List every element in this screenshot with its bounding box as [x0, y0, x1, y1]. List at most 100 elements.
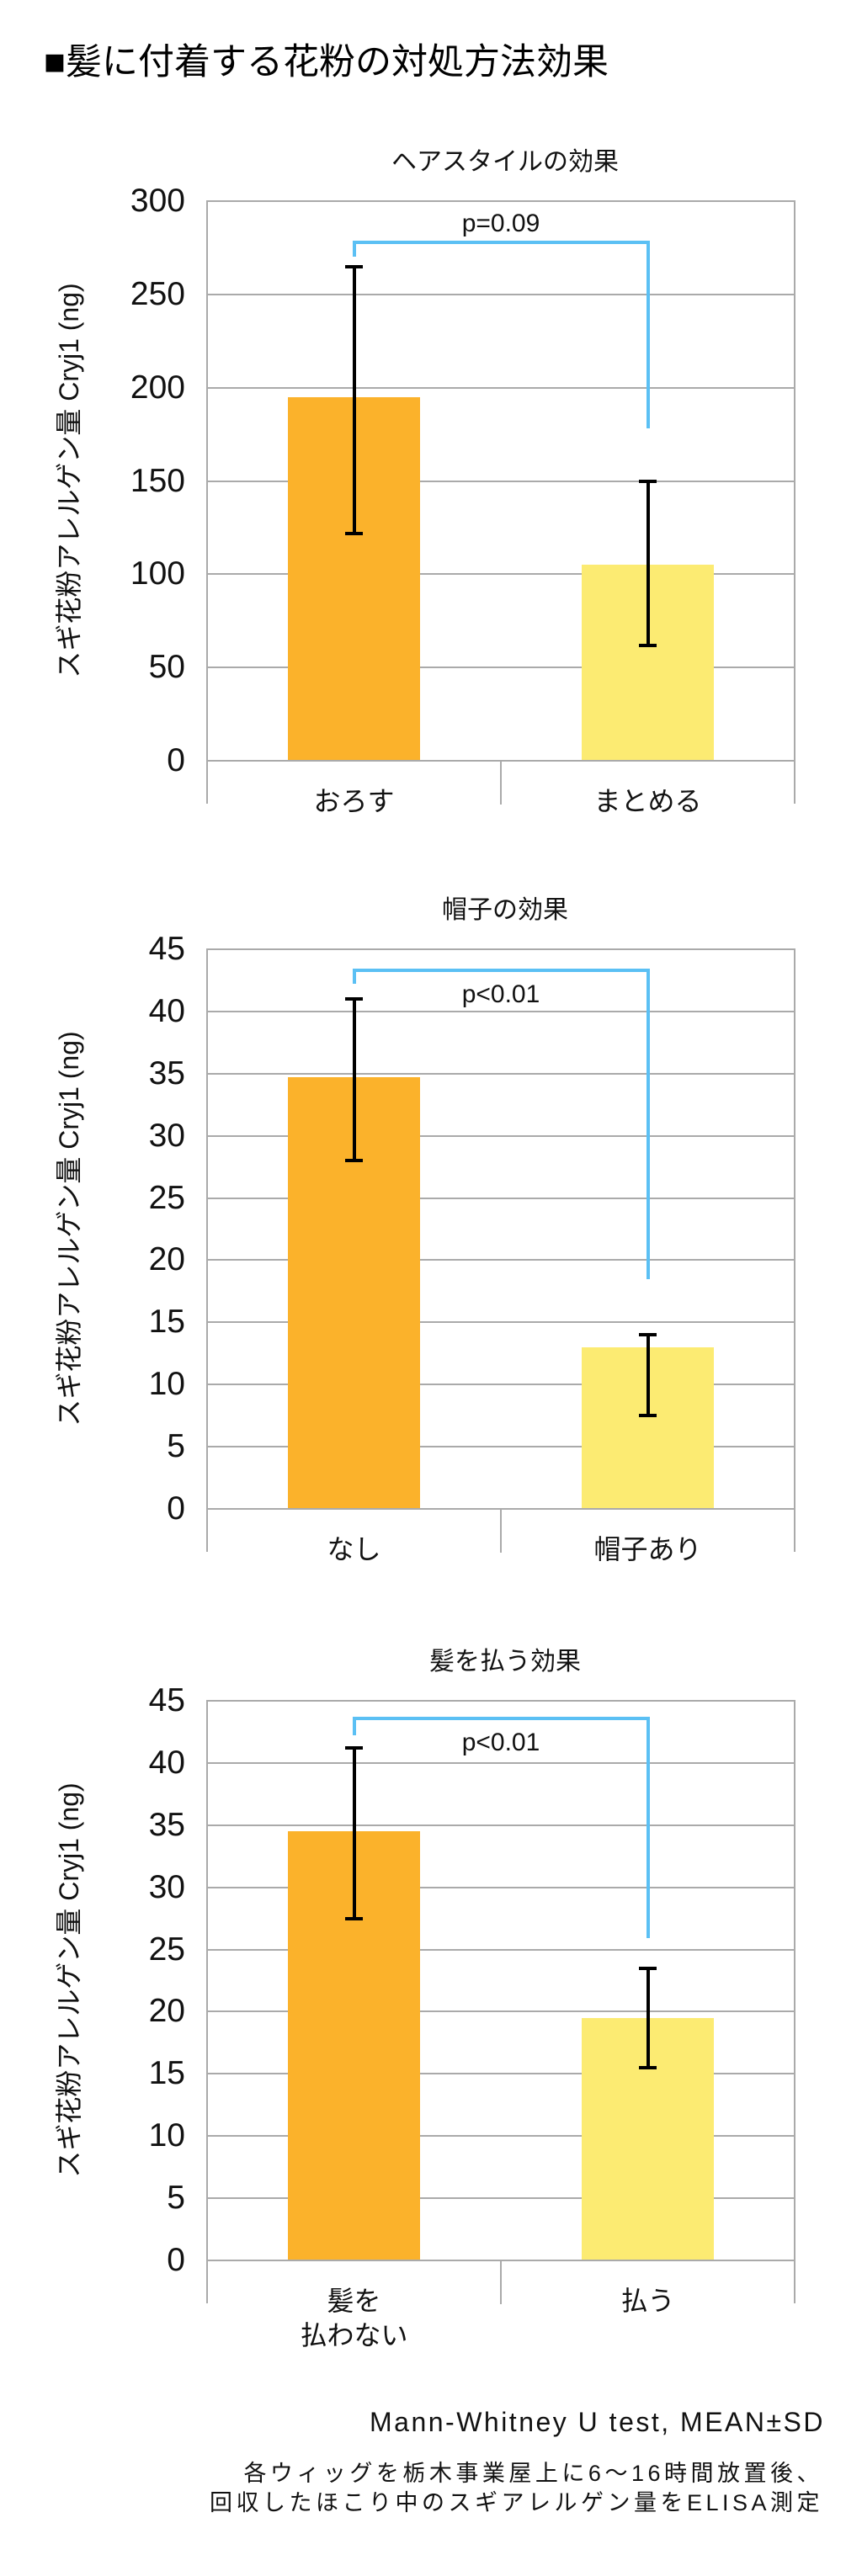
- gridline: [207, 1197, 795, 1199]
- chart-hairstyle-effect: ヘアスタイルの効果 スギ花粉アレルゲン量 Cryj1 (ng) おろす まとめる…: [0, 148, 862, 816]
- y-tick-label: 0: [167, 2242, 185, 2278]
- significance-bracket-left-leg: [352, 1716, 356, 1736]
- gridline: [207, 2135, 795, 2138]
- y-tick-label: 15: [148, 1304, 185, 1341]
- error-bar: [646, 481, 650, 645]
- method-note-line: 回収したほこり中のスギアレルゲン量をELISA測定: [209, 2490, 823, 2515]
- chart-title: ヘアスタイルの効果: [391, 148, 619, 176]
- x-tick: [500, 2260, 502, 2304]
- significance-bracket: [352, 240, 650, 244]
- plot-area: [207, 948, 795, 1510]
- error-bar-cap: [345, 997, 363, 1001]
- x-tick: [500, 1509, 502, 1553]
- y-axis-line: [206, 1700, 208, 2303]
- y-tick-label: 0: [167, 1490, 185, 1527]
- gridline: [207, 480, 795, 482]
- error-bar: [646, 1968, 650, 2068]
- error-bar-cap: [345, 1159, 363, 1163]
- y-tick-label: 10: [148, 1366, 185, 1403]
- page-title: ■髪に付着する花粉の対処方法効果: [44, 42, 609, 82]
- error-bar-cap: [639, 479, 657, 483]
- error-bar: [352, 266, 356, 534]
- gridline: [207, 1446, 795, 1448]
- plot-right-border: [794, 948, 795, 1552]
- error-bar-cap: [639, 2065, 657, 2069]
- y-tick-label: 30: [148, 1868, 185, 1905]
- gridline: [207, 1321, 795, 1324]
- y-tick-label: 15: [148, 2055, 185, 2092]
- gridline: [207, 1948, 795, 1951]
- x-category-label: 髪を 払わない: [300, 2286, 408, 2350]
- y-tick-label: 30: [148, 1117, 185, 1154]
- gridline: [207, 1761, 795, 1764]
- gridline: [207, 2073, 795, 2075]
- gridline: [207, 386, 795, 389]
- p-value-label: p<0.01: [461, 1728, 540, 1756]
- y-tick-label: 5: [167, 1428, 185, 1465]
- x-category-label: おろす: [313, 786, 395, 816]
- gridline: [207, 2010, 795, 2013]
- x-category-label: まとめる: [593, 786, 702, 816]
- chart-title: 髪を払う効果: [429, 1648, 581, 1676]
- error-bar-cap: [639, 643, 657, 647]
- error-bar-cap: [345, 264, 363, 268]
- y-tick-label: 0: [167, 742, 185, 778]
- y-tick-label: 150: [130, 462, 185, 499]
- plot-right-border: [794, 200, 795, 804]
- y-tick-label: 25: [148, 1179, 185, 1216]
- y-tick-label: 100: [130, 555, 185, 592]
- y-tick-label: 45: [148, 1682, 185, 1718]
- y-tick-label: 35: [148, 1806, 185, 1843]
- gridline: [207, 667, 795, 669]
- error-bar-cap: [345, 1916, 363, 1920]
- error-bar-cap: [639, 1966, 657, 1970]
- y-tick-label: 5: [167, 2180, 185, 2217]
- y-tick-label: 40: [148, 992, 185, 1029]
- error-bar: [352, 999, 356, 1161]
- y-axis-line: [206, 948, 208, 1552]
- plot-right-border: [794, 1700, 795, 2303]
- y-tick-label: 10: [148, 2117, 185, 2154]
- method-note: 各ウィッグを栃木事業屋上に6〜16時間放置後、 回収したほこり中のスギアレルゲン…: [210, 2459, 823, 2518]
- y-tick-label: 50: [148, 649, 185, 686]
- y-tick-label: 20: [148, 1993, 185, 2030]
- y-tick-label: 200: [130, 369, 185, 406]
- statistics-note: Mann-Whitney U test, MEAN±SD: [369, 2407, 825, 2437]
- gridline: [207, 2197, 795, 2200]
- plot-area: [207, 1700, 795, 2261]
- significance-bracket: [352, 1716, 650, 1720]
- x-category-label: なし: [327, 1534, 381, 1564]
- significance-bracket: [352, 969, 650, 973]
- p-value-label: p=0.09: [461, 209, 540, 237]
- plot-area: [207, 200, 795, 762]
- error-bar: [646, 1335, 650, 1416]
- gridline: [207, 573, 795, 576]
- gridline: [207, 1700, 795, 1702]
- significance-bracket-right-leg: [646, 240, 650, 429]
- chart-title: 帽子の効果: [442, 896, 568, 924]
- significance-bracket-right-leg: [646, 969, 650, 1279]
- y-tick-label: 20: [148, 1241, 185, 1278]
- x-category-label: 帽子あり: [593, 1534, 702, 1564]
- significance-bracket-right-leg: [646, 1716, 650, 1939]
- gridline: [207, 948, 795, 950]
- chart-hat-effect: 帽子の効果 スギ花粉アレルゲン量 Cryj1 (ng) なし 帽子あり p<0.…: [0, 896, 862, 1564]
- gridline: [207, 1259, 795, 1261]
- y-tick-label: 45: [148, 931, 185, 967]
- y-tick-label: 35: [148, 1054, 185, 1091]
- gridline: [207, 1134, 795, 1137]
- significance-bracket-left-leg: [352, 240, 356, 258]
- x-tick: [500, 761, 502, 805]
- gridline: [207, 293, 795, 295]
- y-tick-label: 250: [130, 275, 185, 312]
- y-axis-line: [206, 200, 208, 804]
- gridline: [207, 1384, 795, 1386]
- gridline: [207, 1072, 795, 1075]
- significance-bracket-left-leg: [352, 969, 356, 985]
- error-bar-cap: [345, 1746, 363, 1750]
- method-note-line: 各ウィッグを栃木事業屋上に6〜16時間放置後、: [243, 2461, 823, 2486]
- error-bar: [352, 1748, 356, 1919]
- gridline: [207, 1010, 795, 1012]
- y-tick-label: 40: [148, 1744, 185, 1781]
